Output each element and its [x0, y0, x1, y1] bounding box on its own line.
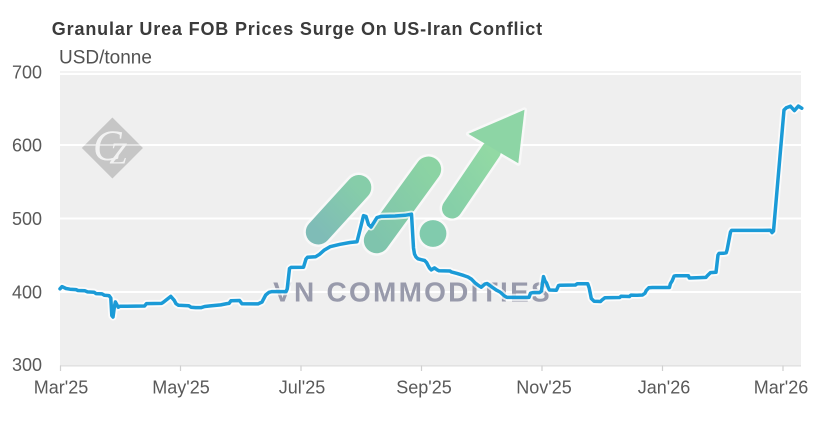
svg-text:Mar'25: Mar'25 [34, 378, 88, 398]
svg-text:600: 600 [12, 135, 42, 155]
svg-text:Jan'26: Jan'26 [638, 378, 690, 398]
svg-text:Nov'25: Nov'25 [516, 378, 571, 398]
svg-text:Granular Urea FOB Prices Surge: Granular Urea FOB Prices Surge On US-Ira… [52, 19, 543, 39]
svg-text:May'25: May'25 [152, 378, 209, 398]
svg-text:Jul'25: Jul'25 [279, 378, 325, 398]
svg-text:300: 300 [12, 355, 42, 375]
svg-text:Mar'26: Mar'26 [754, 378, 808, 398]
svg-text:700: 700 [12, 62, 42, 82]
svg-text:USD/tonne: USD/tonne [59, 48, 152, 69]
svg-text:400: 400 [12, 282, 42, 302]
svg-text:Z: Z [109, 136, 127, 171]
svg-text:Sep'25: Sep'25 [396, 378, 452, 398]
svg-text:500: 500 [12, 209, 42, 229]
svg-text:VN COMMODITIES: VN COMMODITIES [273, 277, 552, 308]
svg-text:C: C [93, 123, 123, 170]
